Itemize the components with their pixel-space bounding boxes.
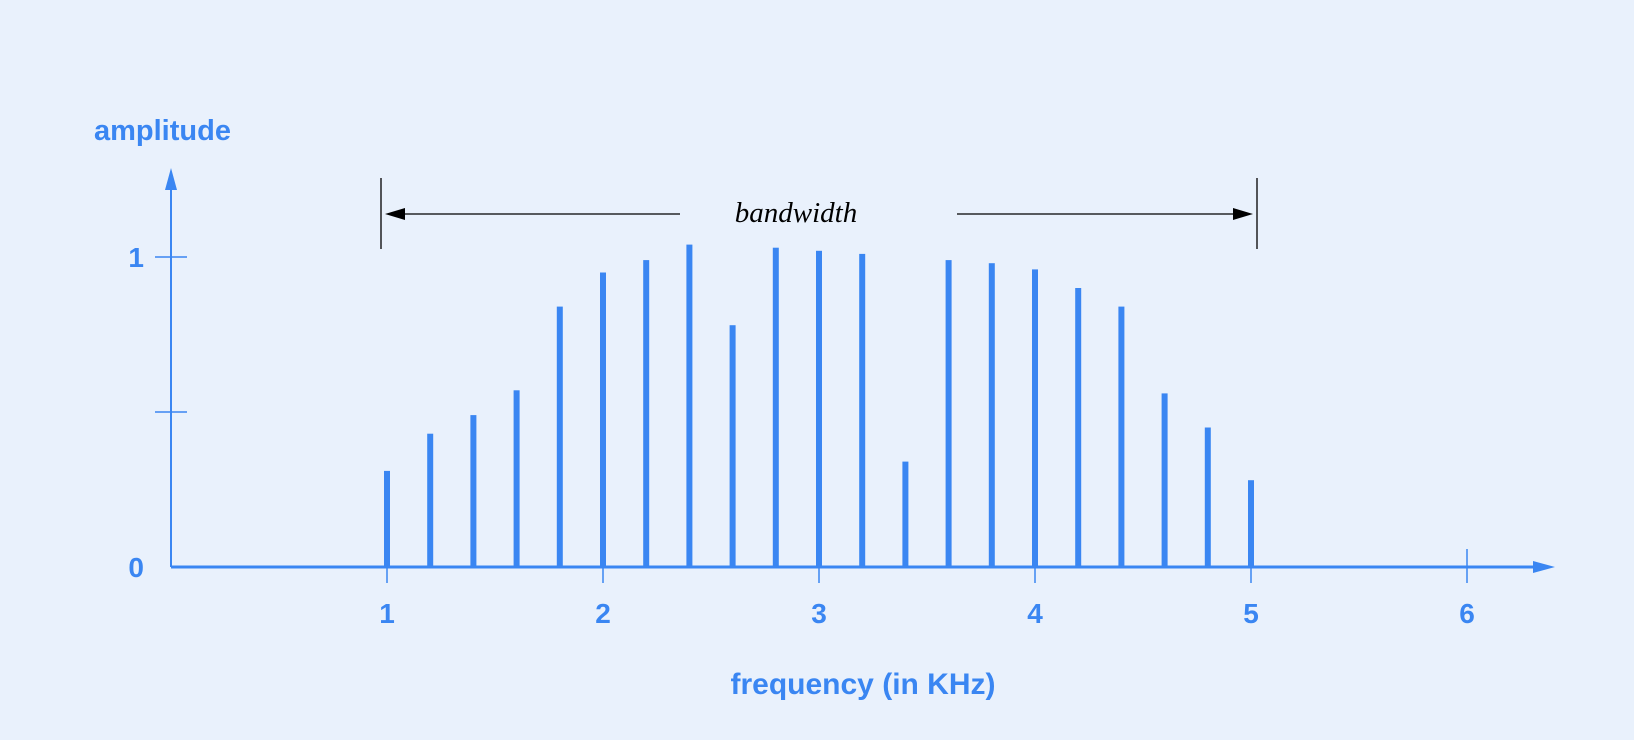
bar-19 — [1161, 393, 1168, 567]
ticks-layer: 1 2 3 4 5 6 0 1 — [128, 242, 1474, 629]
bar-1 — [384, 470, 390, 567]
bar-10 — [772, 247, 779, 567]
bar-13 — [902, 461, 909, 567]
bar-2 — [427, 433, 434, 567]
y-axis-arrow-icon — [165, 168, 177, 190]
bar-7 — [643, 260, 650, 567]
x-tick-label-5: 5 — [1243, 598, 1259, 629]
x-tick-label-1: 1 — [379, 598, 395, 629]
bar-3 — [470, 415, 477, 567]
x-tick-label-4: 4 — [1027, 598, 1043, 629]
bar-5 — [556, 306, 563, 567]
x-tick-label-3: 3 — [811, 598, 827, 629]
bar-6 — [600, 272, 606, 567]
bar-4 — [513, 390, 520, 567]
axes-layer — [165, 168, 1555, 573]
bar-18 — [1118, 306, 1125, 567]
bandwidth-annotation: bandwidth — [380, 178, 1258, 249]
bar-8 — [686, 244, 693, 567]
bar-11 — [816, 250, 822, 568]
bar-16 — [1032, 269, 1038, 567]
bars-layer — [384, 244, 1254, 568]
bandwidth-left-arrowhead-icon — [385, 208, 405, 220]
x-tick-label-2: 2 — [595, 598, 611, 629]
x-axis-label: frequency (in KHz) — [730, 668, 995, 701]
bandwidth-label: bandwidth — [735, 197, 857, 229]
bar-15 — [988, 263, 995, 567]
bar-9 — [729, 325, 736, 567]
y-tick-label-1: 1 — [128, 242, 144, 273]
x-tick-label-6: 6 — [1459, 598, 1475, 629]
bar-17 — [1075, 288, 1082, 567]
bar-14 — [945, 260, 952, 567]
bandwidth-right-arrowhead-icon — [1233, 208, 1253, 220]
y-tick-label-0: 0 — [128, 552, 144, 583]
x-axis-arrow-icon — [1533, 561, 1555, 573]
bar-20 — [1204, 427, 1211, 567]
bar-12 — [859, 253, 866, 567]
y-axis-label: amplitude — [94, 115, 231, 147]
bar-21 — [1248, 480, 1254, 567]
